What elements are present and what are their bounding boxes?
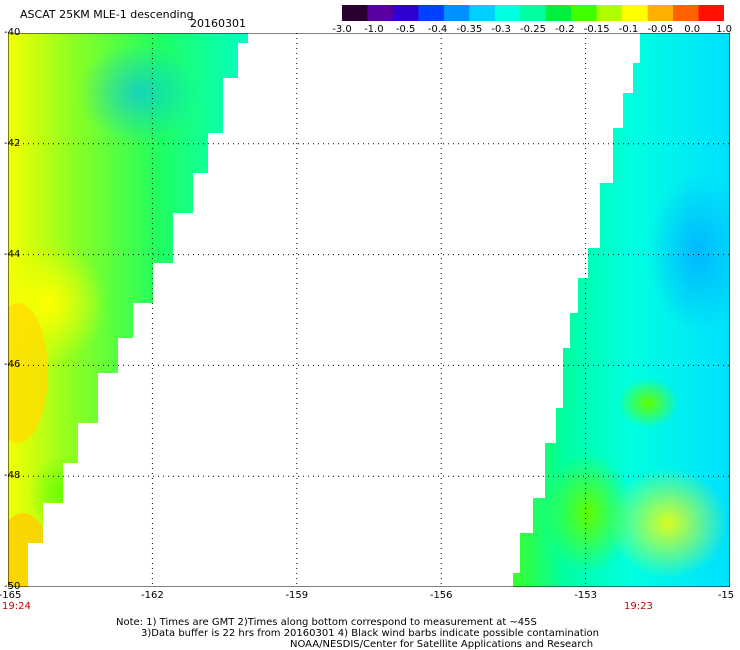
colorbar-tick-label: -0.05 — [647, 24, 674, 35]
latitude-tick-label: -48 — [4, 470, 21, 482]
left-swath — [8, 33, 248, 587]
note-line-2: 3)Data buffer is 22 hrs from 20160301 4)… — [141, 628, 599, 639]
longitude-tick-label: -159 — [285, 590, 309, 601]
colorbar-segment — [494, 5, 521, 21]
longitude-tick-label: -156 — [429, 590, 453, 601]
note-line-1: Note: 1) Times are GMT 2)Times along bot… — [116, 617, 537, 628]
time-label-left: 19:24 — [2, 601, 31, 612]
latitude-tick-label: -42 — [4, 137, 21, 149]
right-swath — [513, 33, 730, 587]
colorbar-segment — [647, 5, 674, 21]
colorbar-segment — [418, 5, 445, 21]
colorbar-segment — [367, 5, 394, 21]
longitude-tick-label: -153 — [574, 590, 597, 601]
wind-swath-map — [8, 33, 730, 587]
longitude-tick-label: -15 — [717, 590, 735, 601]
longitude-tick-label: -165 — [0, 590, 22, 601]
latitude-tick-label: -46 — [4, 359, 21, 371]
colorbar-tick-label: -0.25 — [520, 24, 546, 35]
colorbar-tick-label: 0.0 — [684, 24, 701, 35]
colorbar-tick-label: -0.35 — [456, 24, 483, 35]
colorbar-segment — [673, 5, 700, 21]
colorbar — [342, 5, 724, 21]
latitude-tick-label: -50 — [4, 581, 21, 592]
colorbar-tick-label: -0.2 — [555, 24, 575, 35]
latitude-tick-label: -44 — [4, 248, 21, 260]
colorbar-segment — [545, 5, 572, 21]
colorbar-segment — [520, 5, 547, 21]
colorbar-tick-label: -0.5 — [395, 24, 416, 35]
longitude-tick-label: -162 — [141, 590, 164, 601]
colorbar-tick-label: -1.0 — [364, 24, 384, 35]
time-label-right: 19:23 — [624, 601, 653, 612]
colorbar-segment — [469, 5, 496, 21]
colorbar-segment — [698, 5, 724, 21]
colorbar-segment — [622, 5, 649, 21]
colorbar-segment — [443, 5, 470, 21]
graticule — [8, 33, 730, 587]
latitude-tick-label: -40 — [4, 27, 21, 38]
colorbar-tick-label: -3.0 — [332, 24, 352, 35]
colorbar-tick-label: -0.15 — [583, 24, 610, 35]
colorbar-tick-label: 1.0 — [716, 24, 732, 35]
colorbar-segment — [571, 5, 598, 21]
colorbar-segment — [596, 5, 623, 21]
note-line-3: NOAA/NESDIS/Center for Satellite Applica… — [290, 639, 594, 650]
colorbar-tick-label: -0.3 — [491, 24, 511, 35]
colorbar-segment — [342, 5, 368, 21]
colorbar-tick-label: -0.1 — [618, 24, 639, 35]
colorbar-tick-label: -0.4 — [427, 24, 448, 35]
colorbar-segment — [392, 5, 419, 21]
map-title: ASCAT 25KM MLE-1 descending — [20, 8, 194, 21]
map-date: 20160301 — [190, 17, 246, 30]
